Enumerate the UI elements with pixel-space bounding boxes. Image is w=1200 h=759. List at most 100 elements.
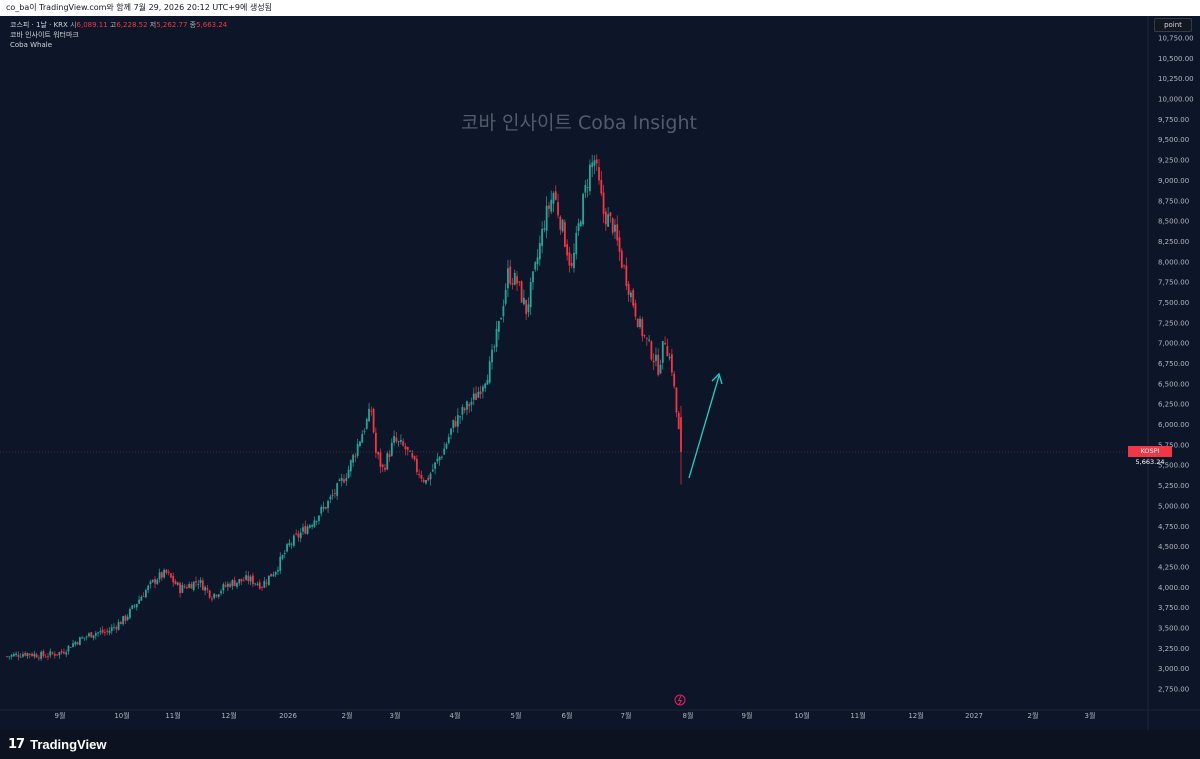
candle-body bbox=[83, 637, 86, 639]
candle-body bbox=[306, 526, 309, 534]
candle-body bbox=[359, 441, 361, 447]
candle-body bbox=[299, 532, 302, 539]
candle-body bbox=[666, 346, 669, 357]
candle-body bbox=[575, 232, 578, 255]
candle-body bbox=[19, 656, 22, 658]
candle-body bbox=[429, 473, 432, 480]
candle-body bbox=[652, 360, 655, 363]
y-tick-label: 3,750.00 bbox=[1158, 604, 1189, 612]
candle-body bbox=[343, 479, 345, 483]
footer-bar: 17 TradingView bbox=[0, 730, 1200, 759]
candle-body bbox=[604, 211, 607, 225]
candle-body bbox=[643, 335, 646, 337]
x-tick-label: 9월 bbox=[742, 711, 753, 720]
candle-body bbox=[192, 581, 195, 590]
tradingview-logo[interactable]: 17 TradingView bbox=[8, 737, 106, 752]
candle-body bbox=[598, 167, 600, 181]
candle-body bbox=[165, 569, 168, 573]
y-tick-label: 5,000.00 bbox=[1158, 502, 1189, 510]
candle-body bbox=[65, 652, 68, 655]
candle-body bbox=[185, 587, 188, 589]
candle-body bbox=[28, 653, 31, 655]
candle-body bbox=[573, 252, 575, 269]
candle-body bbox=[208, 590, 211, 598]
candle-body bbox=[493, 346, 496, 348]
candle-body bbox=[179, 583, 181, 594]
candle-body bbox=[577, 223, 580, 231]
candle-body bbox=[607, 214, 610, 227]
y-tick-label: 10,250.00 bbox=[1158, 75, 1194, 83]
x-tick-label: 4월 bbox=[450, 711, 461, 720]
candle-body bbox=[15, 653, 18, 656]
candle-body bbox=[363, 430, 366, 432]
candlestick-chart[interactable]: 10,750.00 10,500.00 10,250.00 10,000.00 9,75… bbox=[0, 16, 1200, 730]
candle-body bbox=[181, 584, 184, 593]
candle-body bbox=[673, 373, 676, 387]
candle-body bbox=[404, 446, 407, 450]
candle-body bbox=[614, 224, 616, 232]
y-tick-label: 4,250.00 bbox=[1158, 563, 1189, 571]
candle-body bbox=[497, 320, 500, 332]
x-tick-label: 11월 bbox=[165, 711, 180, 720]
candle-body bbox=[370, 410, 373, 412]
candle-body bbox=[336, 483, 339, 496]
candle-body bbox=[589, 164, 591, 192]
candle-body bbox=[456, 415, 459, 427]
candle-body bbox=[233, 580, 236, 586]
candle-body bbox=[51, 652, 54, 654]
candle-body bbox=[420, 474, 423, 479]
legend-low-label: 저 bbox=[149, 21, 157, 29]
candle-body bbox=[229, 583, 232, 587]
legend-indicator-watermark[interactable]: 코바 인사이트 워터마크 bbox=[10, 31, 79, 39]
candle-body bbox=[220, 591, 222, 594]
candle-body bbox=[461, 406, 464, 415]
candle-body bbox=[477, 391, 480, 398]
y-tick-label: 3,000.00 bbox=[1158, 665, 1189, 673]
candle-body bbox=[144, 590, 147, 598]
candle-body bbox=[431, 469, 434, 472]
candle-body bbox=[393, 435, 395, 443]
candle-body bbox=[8, 656, 11, 658]
candle-body bbox=[170, 573, 172, 578]
candle-body bbox=[479, 391, 482, 395]
candle-body bbox=[641, 319, 644, 337]
y-tick-label: 8,000.00 bbox=[1158, 258, 1189, 266]
candle-body bbox=[611, 218, 614, 233]
candle-body bbox=[261, 587, 263, 588]
candle-body bbox=[318, 515, 320, 521]
candle-body bbox=[463, 408, 466, 411]
candle-body bbox=[129, 609, 131, 618]
legend-high-label: 고 bbox=[109, 21, 117, 29]
candle-body bbox=[418, 474, 421, 476]
candle-body bbox=[147, 585, 150, 591]
candle-body bbox=[511, 282, 514, 285]
x-tick-label: 2월 bbox=[1028, 711, 1039, 720]
candle-body bbox=[283, 553, 286, 555]
candle-body bbox=[172, 576, 175, 583]
x-tick-label: 10월 bbox=[114, 711, 129, 720]
candle-body bbox=[559, 216, 562, 230]
candle-body bbox=[149, 581, 152, 585]
y-tick-label: 10,500.00 bbox=[1158, 55, 1194, 63]
candle-body bbox=[329, 496, 332, 500]
candle-body bbox=[527, 304, 530, 313]
candle-body bbox=[450, 428, 452, 435]
scale-mode-button[interactable]: point bbox=[1154, 18, 1192, 32]
legend-symbol[interactable]: 코스피 · 1날 · KRX bbox=[10, 21, 68, 29]
y-tick-label: 8,250.00 bbox=[1158, 238, 1189, 246]
header-text: co_ba이 TradingView.com와 함께 7월 29, 2026 2… bbox=[6, 3, 272, 12]
candle-body bbox=[409, 450, 411, 452]
candle-body bbox=[101, 629, 104, 633]
x-tick-label: 7월 bbox=[621, 711, 632, 720]
candle-body bbox=[126, 616, 129, 620]
legend-indicator-whale[interactable]: Coba Whale bbox=[10, 41, 53, 49]
candle-body bbox=[386, 453, 389, 470]
candle-body bbox=[434, 462, 436, 469]
chart-area[interactable]: 10,750.00 10,500.00 10,250.00 10,000.00 9,75… bbox=[0, 16, 1200, 730]
candle-body bbox=[552, 192, 555, 204]
candle-body bbox=[142, 596, 145, 598]
x-tick-label: 2027 bbox=[965, 712, 983, 720]
candle-body bbox=[35, 654, 38, 658]
candle-body bbox=[37, 657, 40, 659]
candle-body bbox=[217, 594, 220, 597]
